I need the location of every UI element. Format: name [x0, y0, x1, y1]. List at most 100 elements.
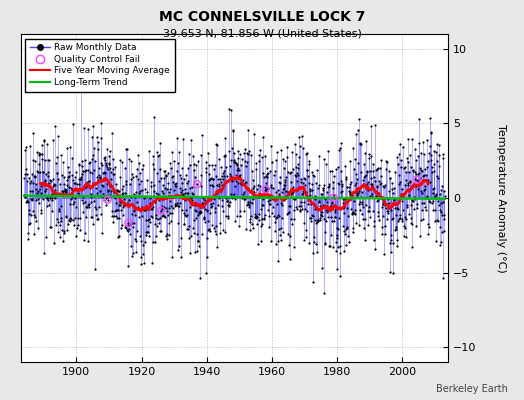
- Point: [59, 174, 68, 180]
- Point: [329, 218, 337, 224]
- Point: [195, 209, 203, 216]
- Point: [341, 163, 350, 170]
- Point: [401, 164, 410, 171]
- Point: [107, 169, 116, 176]
- Point: [128, 210, 137, 217]
- Point: [135, 214, 143, 220]
- Point: [318, 191, 326, 198]
- Point: [277, 147, 285, 154]
- Point: [269, 184, 277, 191]
- Point: [179, 190, 188, 197]
- Point: [384, 196, 392, 202]
- Point: [431, 218, 439, 224]
- Point: [132, 249, 140, 255]
- Point: [241, 146, 249, 152]
- Point: [53, 229, 62, 235]
- Point: [190, 160, 198, 167]
- Point: [28, 196, 36, 203]
- Point: [27, 170, 36, 177]
- Point: [31, 181, 40, 187]
- Point: [283, 230, 292, 237]
- Point: [316, 215, 324, 222]
- Point: [323, 208, 331, 215]
- Point: [422, 164, 431, 170]
- Point: [102, 163, 111, 170]
- Point: [429, 198, 438, 204]
- Point: [397, 190, 405, 197]
- Point: [356, 141, 364, 147]
- Point: [129, 250, 137, 257]
- Point: [252, 160, 260, 166]
- Point: [432, 192, 440, 198]
- Point: [266, 200, 275, 207]
- Point: [219, 170, 227, 176]
- Point: [248, 200, 256, 206]
- Point: [69, 201, 77, 207]
- Point: [150, 114, 158, 120]
- Point: [415, 116, 423, 122]
- Point: [43, 157, 52, 164]
- Point: [213, 142, 221, 148]
- Point: [223, 197, 231, 204]
- Point: [346, 206, 355, 212]
- Point: [258, 196, 267, 202]
- Point: [219, 226, 227, 233]
- Point: [379, 182, 388, 189]
- Point: [167, 165, 175, 172]
- Point: [31, 158, 39, 165]
- Point: [42, 186, 50, 193]
- Point: [199, 195, 208, 202]
- Point: [158, 211, 167, 218]
- Point: [144, 223, 152, 230]
- Point: [400, 214, 409, 220]
- Point: [384, 210, 392, 216]
- Point: [123, 200, 131, 206]
- Point: [57, 218, 65, 224]
- Point: [24, 199, 32, 205]
- Point: [370, 246, 379, 252]
- Point: [380, 196, 388, 202]
- Point: [392, 154, 401, 160]
- Point: [57, 152, 65, 158]
- Point: [137, 261, 146, 267]
- Point: [215, 195, 224, 201]
- Point: [407, 202, 415, 208]
- Point: [117, 191, 126, 197]
- Point: [419, 216, 428, 222]
- Point: [56, 180, 64, 187]
- Point: [41, 177, 49, 184]
- Point: [259, 170, 267, 176]
- Point: [347, 190, 355, 197]
- Point: [71, 194, 79, 201]
- Point: [374, 209, 382, 216]
- Point: [106, 182, 114, 189]
- Point: [97, 230, 106, 236]
- Point: [242, 179, 250, 186]
- Point: [343, 204, 351, 211]
- Point: [74, 175, 83, 182]
- Point: [184, 190, 193, 196]
- Point: [399, 194, 407, 200]
- Point: [86, 190, 95, 197]
- Point: [170, 158, 179, 164]
- Point: [430, 168, 438, 174]
- Point: [361, 236, 369, 243]
- Point: [221, 135, 229, 141]
- Point: [361, 150, 369, 156]
- Point: [121, 202, 129, 209]
- Point: [220, 153, 228, 159]
- Point: [196, 208, 204, 215]
- Point: [272, 189, 280, 196]
- Point: [196, 152, 205, 158]
- Point: [303, 197, 312, 203]
- Point: [220, 168, 228, 174]
- Point: [364, 179, 372, 185]
- Point: [114, 207, 122, 213]
- Point: [438, 239, 446, 246]
- Point: [199, 200, 207, 207]
- Point: [123, 146, 131, 152]
- Point: [103, 146, 112, 152]
- Point: [338, 183, 346, 190]
- Point: [141, 229, 150, 235]
- Point: [161, 168, 169, 174]
